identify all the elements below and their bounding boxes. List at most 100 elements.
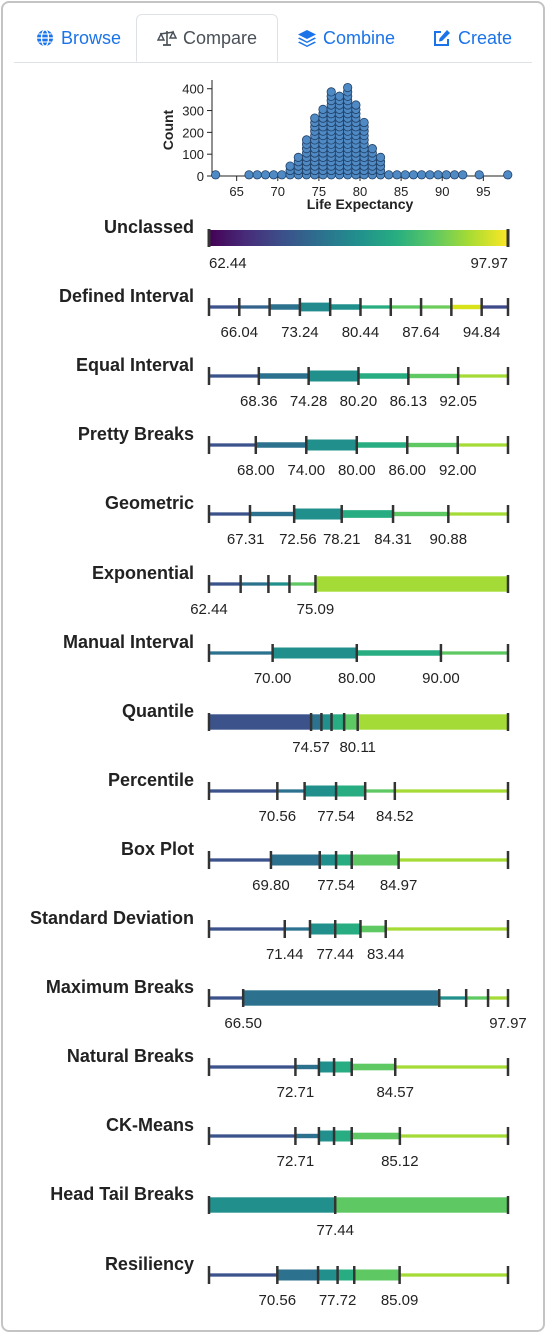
class-segment xyxy=(209,858,271,862)
class-segment xyxy=(336,854,352,866)
histogram-dot xyxy=(285,161,295,171)
class-segment xyxy=(399,1134,508,1138)
break-label: 69.80 xyxy=(252,877,290,894)
class-segment xyxy=(357,713,508,730)
histogram-dot xyxy=(503,170,513,180)
tab-compare[interactable]: Compare xyxy=(136,14,278,62)
class-segment xyxy=(258,373,309,379)
class-segment xyxy=(209,443,256,447)
histogram-dot xyxy=(318,104,328,114)
class-segment xyxy=(393,512,449,517)
classification-bar: 62.44 97.97 xyxy=(207,229,510,272)
tab-compare-label: Compare xyxy=(182,27,258,48)
histogram-dot xyxy=(400,170,410,180)
break-label: 72.71 xyxy=(277,1084,315,1101)
class-segment xyxy=(354,1269,400,1280)
class-segment xyxy=(306,439,357,451)
classification-method-label: Equal Interval xyxy=(75,355,194,376)
break-label: 74.57 xyxy=(292,739,330,756)
break-label: 97.97 xyxy=(489,1015,527,1032)
break-label: 87.64 xyxy=(402,324,440,341)
break-label: 66.04 xyxy=(221,324,259,341)
break-label: 90.88 xyxy=(430,531,468,548)
class-segment xyxy=(360,305,391,309)
layers-icon xyxy=(297,30,316,47)
classification-row: Pretty Breaks 68.00 74.00 80.00 86.00 92.00 xyxy=(0,412,548,481)
class-segment xyxy=(209,374,259,378)
histogram-x-tick-label: 75 xyxy=(312,184,326,199)
break-label: 68.00 xyxy=(237,462,275,479)
classification-bar: 70.00 80.00 90.00 xyxy=(207,643,510,687)
histogram-dot xyxy=(326,87,336,97)
globe-icon xyxy=(36,29,53,47)
break-label: 72.71 xyxy=(277,1153,315,1170)
class-segment xyxy=(308,370,359,382)
break-label: 92.00 xyxy=(439,462,477,479)
class-segment xyxy=(209,581,241,586)
break-label: 80.11 xyxy=(339,739,375,756)
break-label: 80.20 xyxy=(340,393,378,410)
class-segment xyxy=(448,512,508,517)
break-label: 78.21 xyxy=(323,531,361,548)
break-label: 86.13 xyxy=(390,393,428,410)
histogram-dot xyxy=(359,117,369,128)
classification-bar: 68.00 74.00 80.00 86.00 92.00 xyxy=(207,436,510,479)
tab-create-label: Create xyxy=(457,27,513,48)
classification-row: Resiliency 70.56 77.72 85.09 xyxy=(0,1242,548,1311)
histogram-dot xyxy=(343,82,353,93)
class-segment xyxy=(209,996,244,1000)
break-label: 77.54 xyxy=(317,808,355,825)
class-segment xyxy=(365,789,395,793)
histogram-x-tick-label: 90 xyxy=(435,184,449,199)
break-label: 68.36 xyxy=(240,393,278,410)
class-segment xyxy=(335,1197,508,1214)
classification-bar: 70.56 77.54 84.52 xyxy=(207,781,510,825)
classification-bar: 68.36 74.28 80.20 86.13 92.05 xyxy=(207,367,510,410)
break-label: 77.44 xyxy=(316,946,354,963)
class-segment xyxy=(466,996,489,1000)
class-segment xyxy=(351,1132,400,1140)
break-label: 70.56 xyxy=(259,1292,297,1309)
class-segment xyxy=(299,302,331,312)
class-segment xyxy=(268,581,290,586)
class-segment xyxy=(318,1061,335,1073)
tab-create[interactable]: Create xyxy=(416,14,528,62)
classification-method-label: Head Tail Breaks xyxy=(50,1184,194,1205)
histogram-dot xyxy=(310,113,320,123)
class-segment xyxy=(240,581,269,586)
class-segment xyxy=(341,510,394,519)
classification-row: Quantile 74.57 80.11 xyxy=(0,689,548,758)
class-segment xyxy=(334,1061,352,1073)
break-label: 83.44 xyxy=(367,946,405,963)
histogram-dot xyxy=(244,170,254,180)
tab-combine[interactable]: Combine xyxy=(286,14,406,62)
classification-bar: 70.56 77.72 85.09 xyxy=(207,1265,510,1309)
classification-row: Manual Interval 70.00 80.00 90.00 xyxy=(0,620,548,689)
histogram-x-tick-label: 65 xyxy=(229,184,243,199)
histogram-dot xyxy=(458,170,468,180)
histogram-dot xyxy=(384,170,394,180)
classification-row: Unclassed 62.44 97.97 xyxy=(0,205,548,274)
class-segment xyxy=(360,925,386,933)
class-segment xyxy=(351,1063,396,1071)
class-segment xyxy=(269,304,300,310)
class-segment xyxy=(421,305,452,309)
class-segment xyxy=(272,647,357,659)
break-label: 85.12 xyxy=(381,1153,419,1170)
classification-bar: 77.44 xyxy=(207,1196,510,1239)
tab-browse[interactable]: Browse xyxy=(22,14,134,62)
class-segment xyxy=(289,581,316,586)
classification-bar: 71.44 77.44 83.44 xyxy=(207,920,510,963)
class-segment xyxy=(209,1134,296,1138)
break-label: 92.05 xyxy=(439,393,477,410)
classification-method-label: Natural Breaks xyxy=(66,1046,194,1067)
classification-method-label: Percentile xyxy=(107,769,194,790)
break-label: 67.31 xyxy=(227,531,265,548)
class-segment xyxy=(319,854,337,866)
class-segment xyxy=(399,1272,508,1277)
classification-row: Equal Interval 68.36 74.28 80.20 86.13 92.05 xyxy=(0,343,548,412)
class-segment xyxy=(385,927,508,931)
classification-method-label: Maximum Breaks xyxy=(45,977,194,998)
classification-row: Maximum Breaks 66.50 97.97 xyxy=(0,965,548,1034)
